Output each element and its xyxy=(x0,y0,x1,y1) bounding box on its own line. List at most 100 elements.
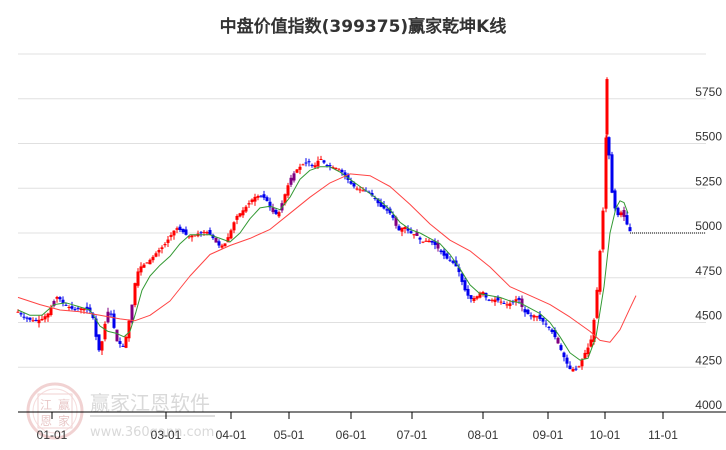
candle xyxy=(22,316,26,318)
candle xyxy=(301,164,305,166)
candle xyxy=(283,194,287,204)
candle xyxy=(262,194,266,198)
candle xyxy=(370,192,374,196)
candle xyxy=(562,352,566,358)
candle xyxy=(226,237,230,243)
candle xyxy=(379,202,383,207)
candle xyxy=(85,306,89,310)
candle xyxy=(331,167,335,169)
candle xyxy=(502,302,506,304)
candle xyxy=(442,250,446,256)
candle xyxy=(256,196,260,198)
candle xyxy=(391,215,395,218)
candle xyxy=(274,210,278,214)
candle xyxy=(19,313,23,315)
x-tick-label: 10-01 xyxy=(590,428,621,442)
candle xyxy=(241,210,245,216)
candle xyxy=(361,190,365,192)
candle xyxy=(481,292,485,295)
candle xyxy=(328,165,332,167)
candle xyxy=(172,230,176,236)
candle xyxy=(385,209,389,211)
candle xyxy=(535,316,539,318)
candle xyxy=(334,167,338,169)
x-tick-label: 11-01 xyxy=(648,428,678,442)
candle xyxy=(403,227,407,229)
candle xyxy=(64,304,68,306)
candle xyxy=(232,222,236,231)
candle xyxy=(178,226,182,231)
watermark: 江 赢 恩 家 赢家江恩软件 www.360gann.com xyxy=(26,382,215,440)
candle xyxy=(169,235,173,237)
candle xyxy=(112,313,116,328)
candle xyxy=(592,319,596,343)
moving-average-lines xyxy=(17,166,637,361)
candle xyxy=(259,195,263,197)
candle xyxy=(568,365,572,370)
candle xyxy=(604,137,608,209)
candle xyxy=(526,309,530,315)
candle xyxy=(601,210,605,250)
candle xyxy=(43,316,47,320)
candle xyxy=(229,230,233,239)
candle xyxy=(166,239,170,243)
candle xyxy=(139,266,143,273)
candle xyxy=(88,307,92,311)
candle xyxy=(115,329,119,342)
candle xyxy=(271,207,275,213)
candle xyxy=(298,166,302,170)
candle xyxy=(616,207,620,216)
candle xyxy=(205,232,209,234)
y-tick-label: 4500 xyxy=(695,309,722,323)
candle xyxy=(295,169,299,173)
candle xyxy=(61,299,65,304)
candle xyxy=(31,320,35,322)
candle xyxy=(508,303,512,306)
ma-long-line xyxy=(17,173,637,343)
candle xyxy=(163,244,167,246)
y-tick-label: 5250 xyxy=(695,174,722,188)
candle xyxy=(460,273,464,282)
candle xyxy=(430,240,434,243)
candle xyxy=(613,190,617,209)
candle xyxy=(520,298,524,307)
candle xyxy=(412,234,416,236)
candle xyxy=(505,304,509,306)
candle xyxy=(70,306,74,309)
candle xyxy=(532,315,536,318)
candle xyxy=(76,307,80,309)
watermark-seal-icon: 江 赢 恩 家 xyxy=(26,382,84,440)
y-axis-labels: 4000 4250 4500 4750 5000 5250 5500 5750 xyxy=(630,85,722,412)
watermark-name: 赢家江恩软件 xyxy=(90,391,210,415)
candle xyxy=(397,226,401,231)
candle xyxy=(514,299,518,302)
candle xyxy=(478,292,482,298)
candle xyxy=(376,198,380,204)
candle xyxy=(310,164,314,166)
candle xyxy=(67,306,71,308)
candle xyxy=(25,317,29,319)
candle xyxy=(322,160,326,163)
svg-text:家: 家 xyxy=(58,413,70,428)
candle xyxy=(79,308,83,311)
candle xyxy=(181,228,185,233)
candle xyxy=(316,160,320,167)
candle xyxy=(109,313,113,315)
candle xyxy=(418,237,422,240)
candle xyxy=(457,267,461,273)
y-tick-label: 4000 xyxy=(695,398,722,412)
candle xyxy=(286,185,290,196)
candle xyxy=(340,169,344,173)
candle xyxy=(586,347,590,355)
candle xyxy=(436,242,440,249)
candle xyxy=(394,217,398,226)
y-tick-label: 5750 xyxy=(695,85,722,99)
candle xyxy=(235,215,239,220)
candle xyxy=(472,298,476,302)
candle xyxy=(94,318,98,337)
candle xyxy=(34,319,38,321)
candle xyxy=(142,264,146,268)
candle xyxy=(610,154,614,193)
y-tick-label: 4750 xyxy=(695,264,722,278)
